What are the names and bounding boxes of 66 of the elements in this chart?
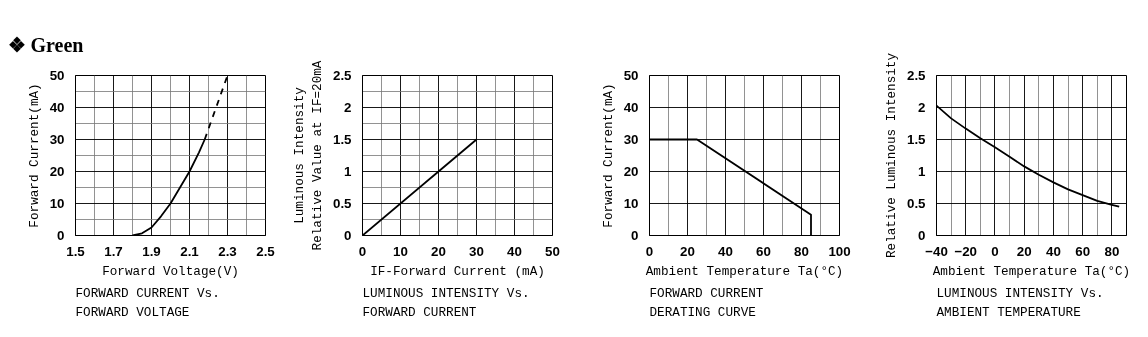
- y-tick-label: 1.5: [332, 132, 353, 147]
- x-tick-label: 40: [718, 243, 733, 259]
- y-tick-label: 0: [631, 228, 639, 243]
- x-tick-label: 0: [991, 243, 999, 259]
- y-tick-label: 50: [49, 68, 65, 83]
- y-tick-label: 40: [49, 100, 65, 115]
- x-tick-label: 80: [794, 243, 809, 259]
- text: AMBIENT TEMPERATURE: [936, 304, 1081, 320]
- x-tick-label: 60: [1075, 243, 1091, 259]
- y-tick-label: 2.5: [332, 68, 353, 83]
- x-axis-title: IF-Forward Current (mA): [370, 263, 545, 279]
- x-tick-label: 0: [358, 243, 367, 259]
- text: LUMINOUS INTENSITY Vs.: [362, 285, 530, 301]
- y-axis-title: Forward Current(mA): [26, 83, 42, 228]
- x-tick-label: −20: [954, 243, 978, 259]
- y-tick-label: 20: [49, 164, 65, 179]
- x-axis-title: Ambient Temperature Ta(°C): [645, 263, 844, 279]
- x-tick-label: 0: [645, 243, 654, 259]
- x-tick-label: 20: [431, 243, 446, 259]
- y-tick-label: 40: [623, 100, 639, 115]
- y-tick-label: 2: [918, 100, 926, 115]
- y-axis-title: Luminous Intensity Relative Value at IF=20mA: [291, 60, 325, 251]
- y-tick-label: 0.5: [332, 196, 353, 211]
- y-tick-label: 0: [344, 228, 352, 243]
- y-tick-label: 0: [918, 228, 926, 243]
- x-tick-label: 20: [680, 243, 695, 259]
- chart-title: ❖ Green: [7, 33, 84, 56]
- x-tick-label: 1.7: [104, 243, 123, 259]
- x-tick-label: 2.1: [180, 243, 200, 259]
- y-tick-label: 1: [344, 164, 353, 179]
- y-tick-label: 30: [623, 132, 639, 147]
- x-tick-label: 30: [469, 243, 484, 259]
- x-tick-label: 60: [756, 243, 771, 259]
- y-axis-title: Forward Current(mA): [600, 83, 616, 228]
- text: LUMINOUS INTENSITY Vs.: [936, 285, 1104, 301]
- y-tick-label: 10: [623, 196, 639, 211]
- y-tick-label: 50: [623, 68, 639, 83]
- y-tick-label: 2: [344, 100, 352, 115]
- x-tick-label: 1.9: [142, 243, 161, 259]
- y-tick-label: 2.5: [906, 68, 927, 83]
- y-axis-title: Relative Luminous Intensity: [883, 52, 899, 259]
- y-tick-label: 0.5: [906, 196, 927, 211]
- y-tick-label: 1: [918, 164, 927, 179]
- y-tick-label: 20: [623, 164, 639, 179]
- y-tick-label: 0: [57, 228, 65, 243]
- x-tick-label: 40: [507, 243, 522, 259]
- x-tick-label: −40: [925, 243, 948, 259]
- x-tick-label: 40: [1046, 243, 1061, 259]
- x-tick-label: 100: [828, 243, 851, 259]
- text: FORWARD VOLTAGE: [75, 304, 190, 320]
- x-tick-label: 50: [545, 243, 560, 259]
- y-tick-label: 30: [49, 132, 65, 147]
- y-tick-label: 1.5: [906, 132, 927, 147]
- x-tick-label: 1.5: [66, 243, 86, 259]
- x-tick-label: 2.5: [256, 243, 276, 259]
- text: FORWARD CURRENT: [649, 285, 764, 301]
- x-tick-label: 2.3: [218, 243, 237, 259]
- x-tick-label: 80: [1104, 243, 1120, 259]
- y-tick-label: 10: [49, 196, 65, 211]
- x-tick-label: 20: [1016, 243, 1032, 259]
- x-tick-label: 10: [393, 243, 408, 259]
- x-axis-title: Forward Voltage(V): [102, 263, 239, 279]
- text: FORWARD CURRENT: [362, 304, 477, 320]
- x-axis-title: Ambient Temperature Ta(°C): [932, 263, 1131, 279]
- text: FORWARD CURRENT Vs.: [75, 285, 220, 301]
- text: DERATING CURVE: [649, 304, 756, 320]
